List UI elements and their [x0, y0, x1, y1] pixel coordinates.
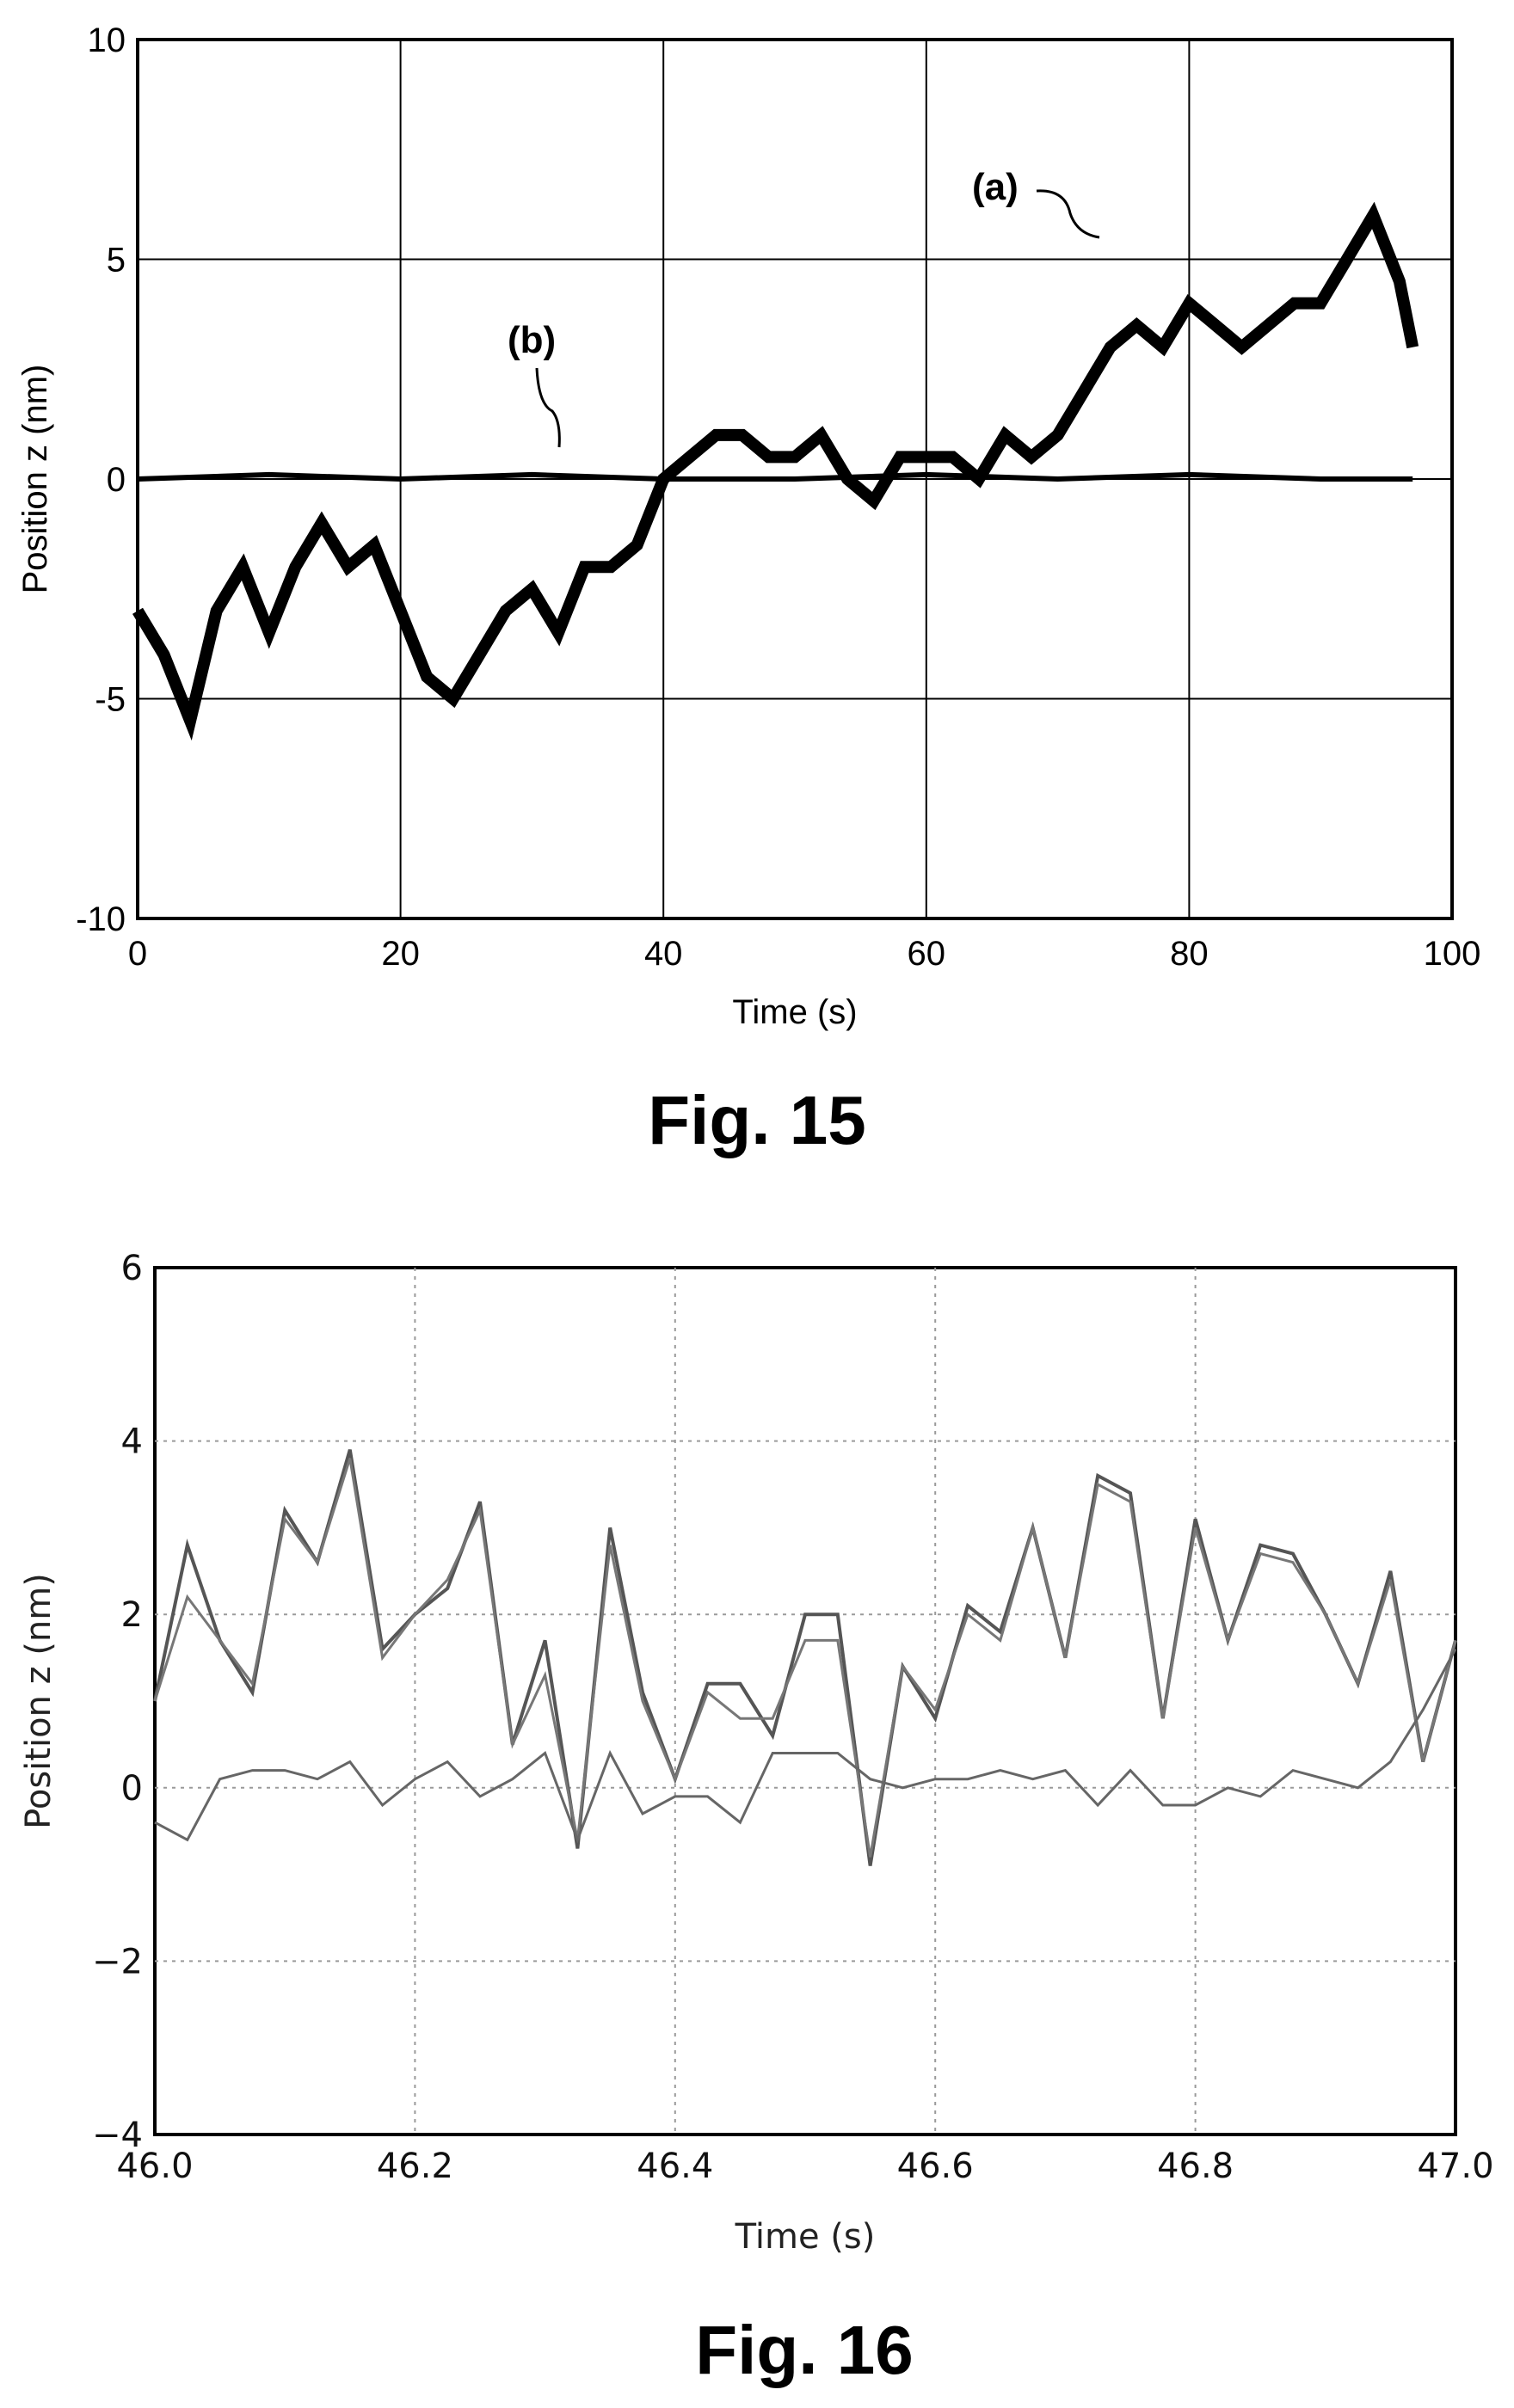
- series-group-fig16: [153, 1449, 1457, 1866]
- series-line-2: [153, 1458, 1457, 1858]
- x-tick-label: 0: [128, 935, 147, 973]
- y-tick-label: 0: [121, 1769, 143, 1809]
- x-tick-label: 80: [1170, 935, 1209, 973]
- y-tick-label: −2: [92, 1942, 143, 1981]
- x-axis-label-fig15: Time (s): [732, 993, 857, 1031]
- tick-labels-fig15: 0 20 40 60 80 100 -10 -5 0 5 10: [76, 22, 1480, 973]
- x-tick-label: 60: [908, 935, 946, 973]
- chart-fig16: 46.0 46.2 46.4 46.6 46.8 47.0 −4 −2 0 2 4 6 Time (s…: [19, 1249, 1494, 2388]
- x-tick-label: 20: [381, 935, 420, 973]
- y-tick-label: 10: [88, 22, 126, 59]
- gridlines-fig16: [155, 1268, 1456, 2135]
- x-tick-label: 47.0: [1417, 2147, 1493, 2186]
- x-tick-label: 100: [1424, 935, 1481, 973]
- x-axis-label-fig16: Time (s): [735, 2217, 876, 2257]
- annotation-b-leader: [535, 367, 561, 448]
- y-tick-label: 4: [121, 1422, 143, 1462]
- series-line-1: [132, 201, 1419, 741]
- x-tick-label: 46.4: [637, 2147, 713, 2186]
- annotation-a-leader: [1036, 189, 1100, 239]
- series-line-2: [137, 471, 1413, 482]
- annotation-a: (a): [972, 166, 1019, 208]
- series-line-3: [154, 1648, 1457, 1844]
- y-tick-label: 0: [107, 461, 126, 499]
- annotation-b: (b): [508, 319, 556, 361]
- x-tick-label: 46.2: [377, 2147, 453, 2186]
- y-tick-label: -5: [95, 681, 126, 719]
- y-tick-label: -10: [76, 900, 126, 938]
- y-tick-label: −4: [92, 2116, 143, 2155]
- x-tick-label: 46.8: [1157, 2147, 1234, 2186]
- y-tick-label: 6: [121, 1249, 143, 1288]
- x-tick-label: 46.0: [116, 2147, 193, 2186]
- chart-fig15: 0 20 40 60 80 100 -10 -5 0 5 10 Time (s) Position …: [16, 22, 1480, 1158]
- y-tick-label: 5: [107, 242, 126, 280]
- tick-labels-fig16: 46.0 46.2 46.4 46.6 46.8 47.0 −4 −2 0 2 4 6: [92, 1249, 1494, 2186]
- y-axis-label-fig16: Position z (nm): [19, 1573, 58, 1829]
- plot-area-fig16: [153, 1266, 1457, 2136]
- x-tick-label: 40: [644, 935, 683, 973]
- y-axis-label-fig15: Position z (nm): [16, 365, 54, 594]
- figure-caption-fig16: Fig. 16: [695, 2312, 913, 2388]
- x-tick-label: 46.6: [897, 2147, 974, 2186]
- series-group-fig15: [132, 201, 1419, 741]
- figure-caption-fig15: Fig. 15: [648, 1082, 865, 1158]
- y-tick-label: 2: [121, 1595, 143, 1635]
